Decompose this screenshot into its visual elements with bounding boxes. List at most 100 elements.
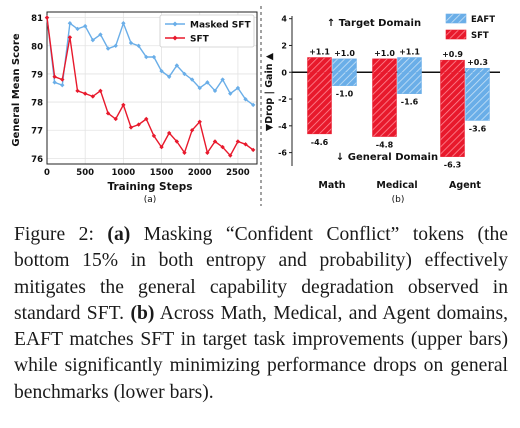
data-point — [159, 68, 164, 74]
panel-b-ylabel-gain: Gain ▲ — [264, 52, 275, 88]
y-tick-label: 2 — [281, 41, 287, 50]
x-tick-label: 0 — [44, 168, 50, 178]
data-point — [174, 63, 180, 68]
bar-gain-sft — [372, 58, 397, 73]
bar-gain-eaft — [397, 57, 422, 73]
data-point — [121, 21, 126, 26]
legend-label-sft: SFT — [190, 35, 210, 45]
bar-drop-eaft — [332, 72, 357, 86]
data-point — [228, 153, 233, 158]
panel-a-legend: Masked SFT SFT — [159, 14, 255, 48]
panel-a-chart: 76 77 78 79 80 81 0 500 1000 1500 2000 2500 Traini… — [11, 11, 258, 205]
data-point — [52, 74, 57, 79]
x-tick-label: 2500 — [226, 168, 250, 178]
bar-drop-label-sft: -6.3 — [444, 161, 462, 170]
legend-marker-masked-sft — [172, 21, 178, 27]
bar-gain-label-sft: +1.1 — [309, 48, 330, 57]
panel-a-x-ticks: 0 500 1000 1500 2000 2500 — [44, 168, 250, 178]
data-point — [82, 23, 88, 29]
category-label: Agent — [449, 180, 481, 191]
panel-a-legend-box — [159, 14, 255, 48]
panel-b-target-annotation: ↑ Target Domain — [327, 18, 421, 29]
data-point — [90, 37, 96, 43]
bar-gain-label-sft: +0.9 — [442, 50, 463, 59]
data-point — [151, 133, 157, 139]
bar-drop-label-sft: -4.8 — [376, 141, 394, 150]
data-point — [166, 130, 172, 136]
caption-figure-label: Figure 2: — [14, 224, 108, 245]
y-tick-label: -2 — [278, 95, 287, 104]
series-line-masked-sft — [46, 17, 254, 106]
panel-b-ylabel: ▼Drop | Gain ▲ — [264, 52, 275, 131]
bar-gain-eaft — [465, 67, 490, 73]
data-point — [128, 40, 134, 46]
bar-drop-eaft — [397, 72, 422, 94]
caption-a-text: Masking “Confident Conflict” tokens (the… — [14, 224, 508, 324]
bar-drop-sft — [440, 72, 465, 157]
legend-label-sft-bar: SFT — [471, 31, 489, 41]
caption-b-text: Across Math, Medical, and Agent domains,… — [14, 302, 508, 403]
panel-a-label: (a) — [144, 195, 157, 205]
data-point — [174, 139, 180, 144]
panel-b-bars: +1.1 -4.6 +1.0 -1.0 Math +1.0 -4.8 +1.1 -1.6 Medi… — [307, 48, 490, 191]
data-point — [52, 80, 57, 85]
y-tick-label: 81 — [31, 14, 43, 24]
data-point — [105, 111, 111, 116]
panel-b-chart: 420-2-4-6 +1.1-4.6+1.0-1.0Math+1.0-4.8+1… — [264, 13, 500, 205]
series-line-sft — [46, 17, 254, 157]
data-point — [189, 128, 195, 133]
category-label: Medical — [376, 180, 417, 191]
data-point — [151, 54, 157, 60]
x-tick-label: 1500 — [150, 168, 174, 178]
data-point — [98, 88, 103, 94]
figure: 76 77 78 79 80 81 0 500 1000 1500 2000 2500 Traini… — [11, 6, 500, 206]
data-point — [243, 97, 248, 102]
bar-gain-sft — [440, 59, 465, 73]
figure-caption: Figure 2: (a) Masking “Confident Conflic… — [14, 222, 508, 406]
data-point — [67, 21, 73, 26]
bar-drop-label-eaft: -1.6 — [401, 98, 419, 107]
y-tick-label: -6 — [278, 149, 287, 158]
data-point — [144, 54, 149, 60]
data-point — [75, 88, 80, 94]
data-point — [136, 43, 141, 48]
y-tick-label: 77 — [31, 127, 43, 137]
bar-drop-label-eaft: -1.0 — [336, 90, 354, 99]
data-point — [98, 32, 103, 37]
bar-drop-label-sft: -4.6 — [311, 138, 329, 147]
panel-b-label: (b) — [392, 195, 405, 205]
data-point — [197, 85, 202, 91]
data-point — [235, 85, 241, 91]
data-point — [105, 46, 111, 51]
bar-gain-label-eaft: +1.1 — [399, 48, 420, 57]
data-point — [197, 119, 202, 124]
y-tick-label: 0 — [281, 68, 287, 77]
y-tick-label: 4 — [281, 15, 287, 24]
bar-gain-eaft — [332, 58, 357, 73]
panel-b-legend: EAFT SFT — [445, 13, 495, 41]
data-point — [121, 102, 126, 108]
legend-label-masked-sft: Masked SFT — [190, 21, 251, 31]
data-point — [212, 88, 218, 94]
caption-b-label: (b) — [130, 302, 155, 324]
data-point — [235, 139, 241, 144]
data-point — [212, 139, 218, 144]
data-point — [90, 94, 96, 99]
legend-swatch-eaft — [445, 13, 467, 24]
bar-gain-sft — [307, 57, 332, 73]
panel-a-frame — [46, 11, 258, 165]
data-point — [113, 43, 118, 48]
y-tick-label: 80 — [31, 42, 43, 52]
panel-a-series — [44, 15, 256, 158]
data-point — [128, 125, 134, 130]
bar-drop-eaft — [465, 72, 490, 121]
bar-drop-sft — [372, 72, 397, 137]
category-label: Math — [318, 180, 345, 191]
panel-a-y-ticks: 76 77 78 79 80 81 — [31, 14, 43, 165]
bar-gain-label-eaft: +0.3 — [467, 58, 488, 67]
y-tick-label: 79 — [31, 70, 43, 80]
data-point — [67, 35, 73, 40]
data-point — [44, 15, 50, 20]
data-point — [60, 82, 65, 88]
data-point — [189, 77, 195, 82]
